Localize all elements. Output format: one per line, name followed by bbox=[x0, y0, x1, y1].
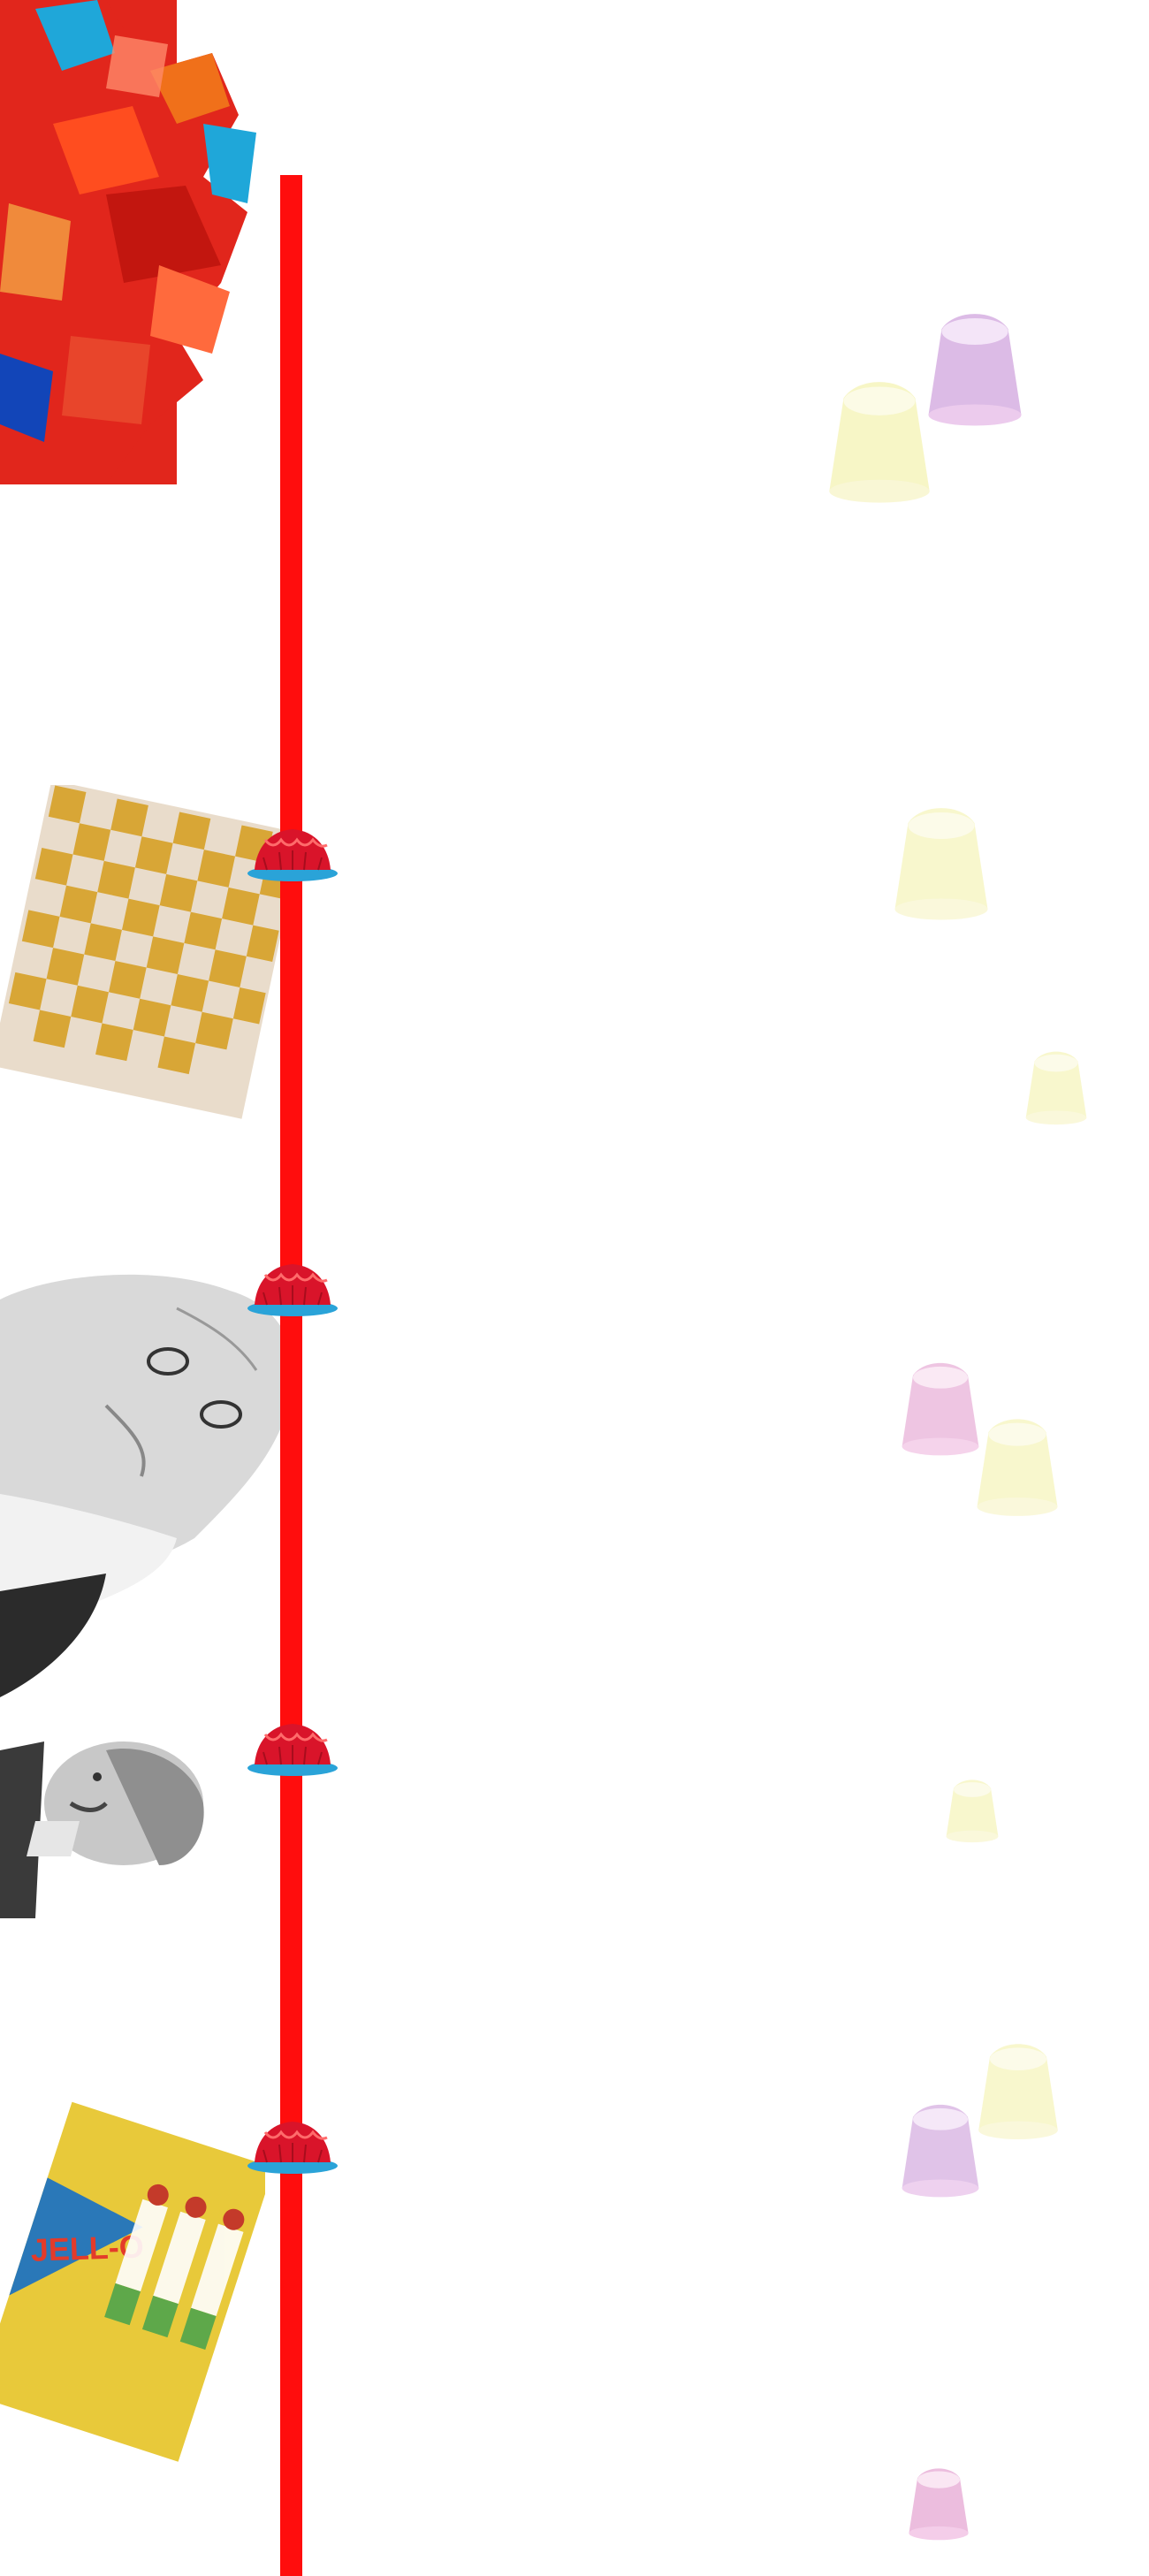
yellow-jelly-icon bbox=[962, 2033, 1075, 2148]
purple-jelly-icon bbox=[886, 2093, 995, 2206]
timeline-marker-jelly-icon[interactable] bbox=[246, 1717, 339, 1780]
yellow-jelly-icon bbox=[935, 1772, 1009, 1849]
pink-jelly-icon bbox=[886, 1353, 995, 1464]
yellow-jelly-icon bbox=[875, 792, 1008, 934]
timeline-marker-jelly-icon[interactable] bbox=[246, 1257, 339, 1321]
jello-vintage-box-photo: JELL-O bbox=[0, 2100, 265, 2472]
purple-jelly-icon bbox=[909, 302, 1041, 435]
timeline-line bbox=[280, 175, 302, 2576]
pink-jelly-icon bbox=[896, 2461, 981, 2546]
yellow-jelly-icon bbox=[1013, 1041, 1100, 1133]
gold-leaf-checkerboard-photo bbox=[0, 785, 283, 1121]
bearded-man-portrait-photo bbox=[0, 1273, 309, 1733]
timeline-marker-jelly-icon[interactable] bbox=[246, 822, 339, 886]
yellow-jelly-icon bbox=[958, 1409, 1077, 1524]
yellow-jelly-icon bbox=[808, 370, 951, 513]
jelly-cubes-photo bbox=[0, 0, 256, 484]
mustached-man-portrait-photo bbox=[0, 1715, 212, 1918]
timeline-marker-jelly-icon[interactable] bbox=[246, 2115, 339, 2178]
